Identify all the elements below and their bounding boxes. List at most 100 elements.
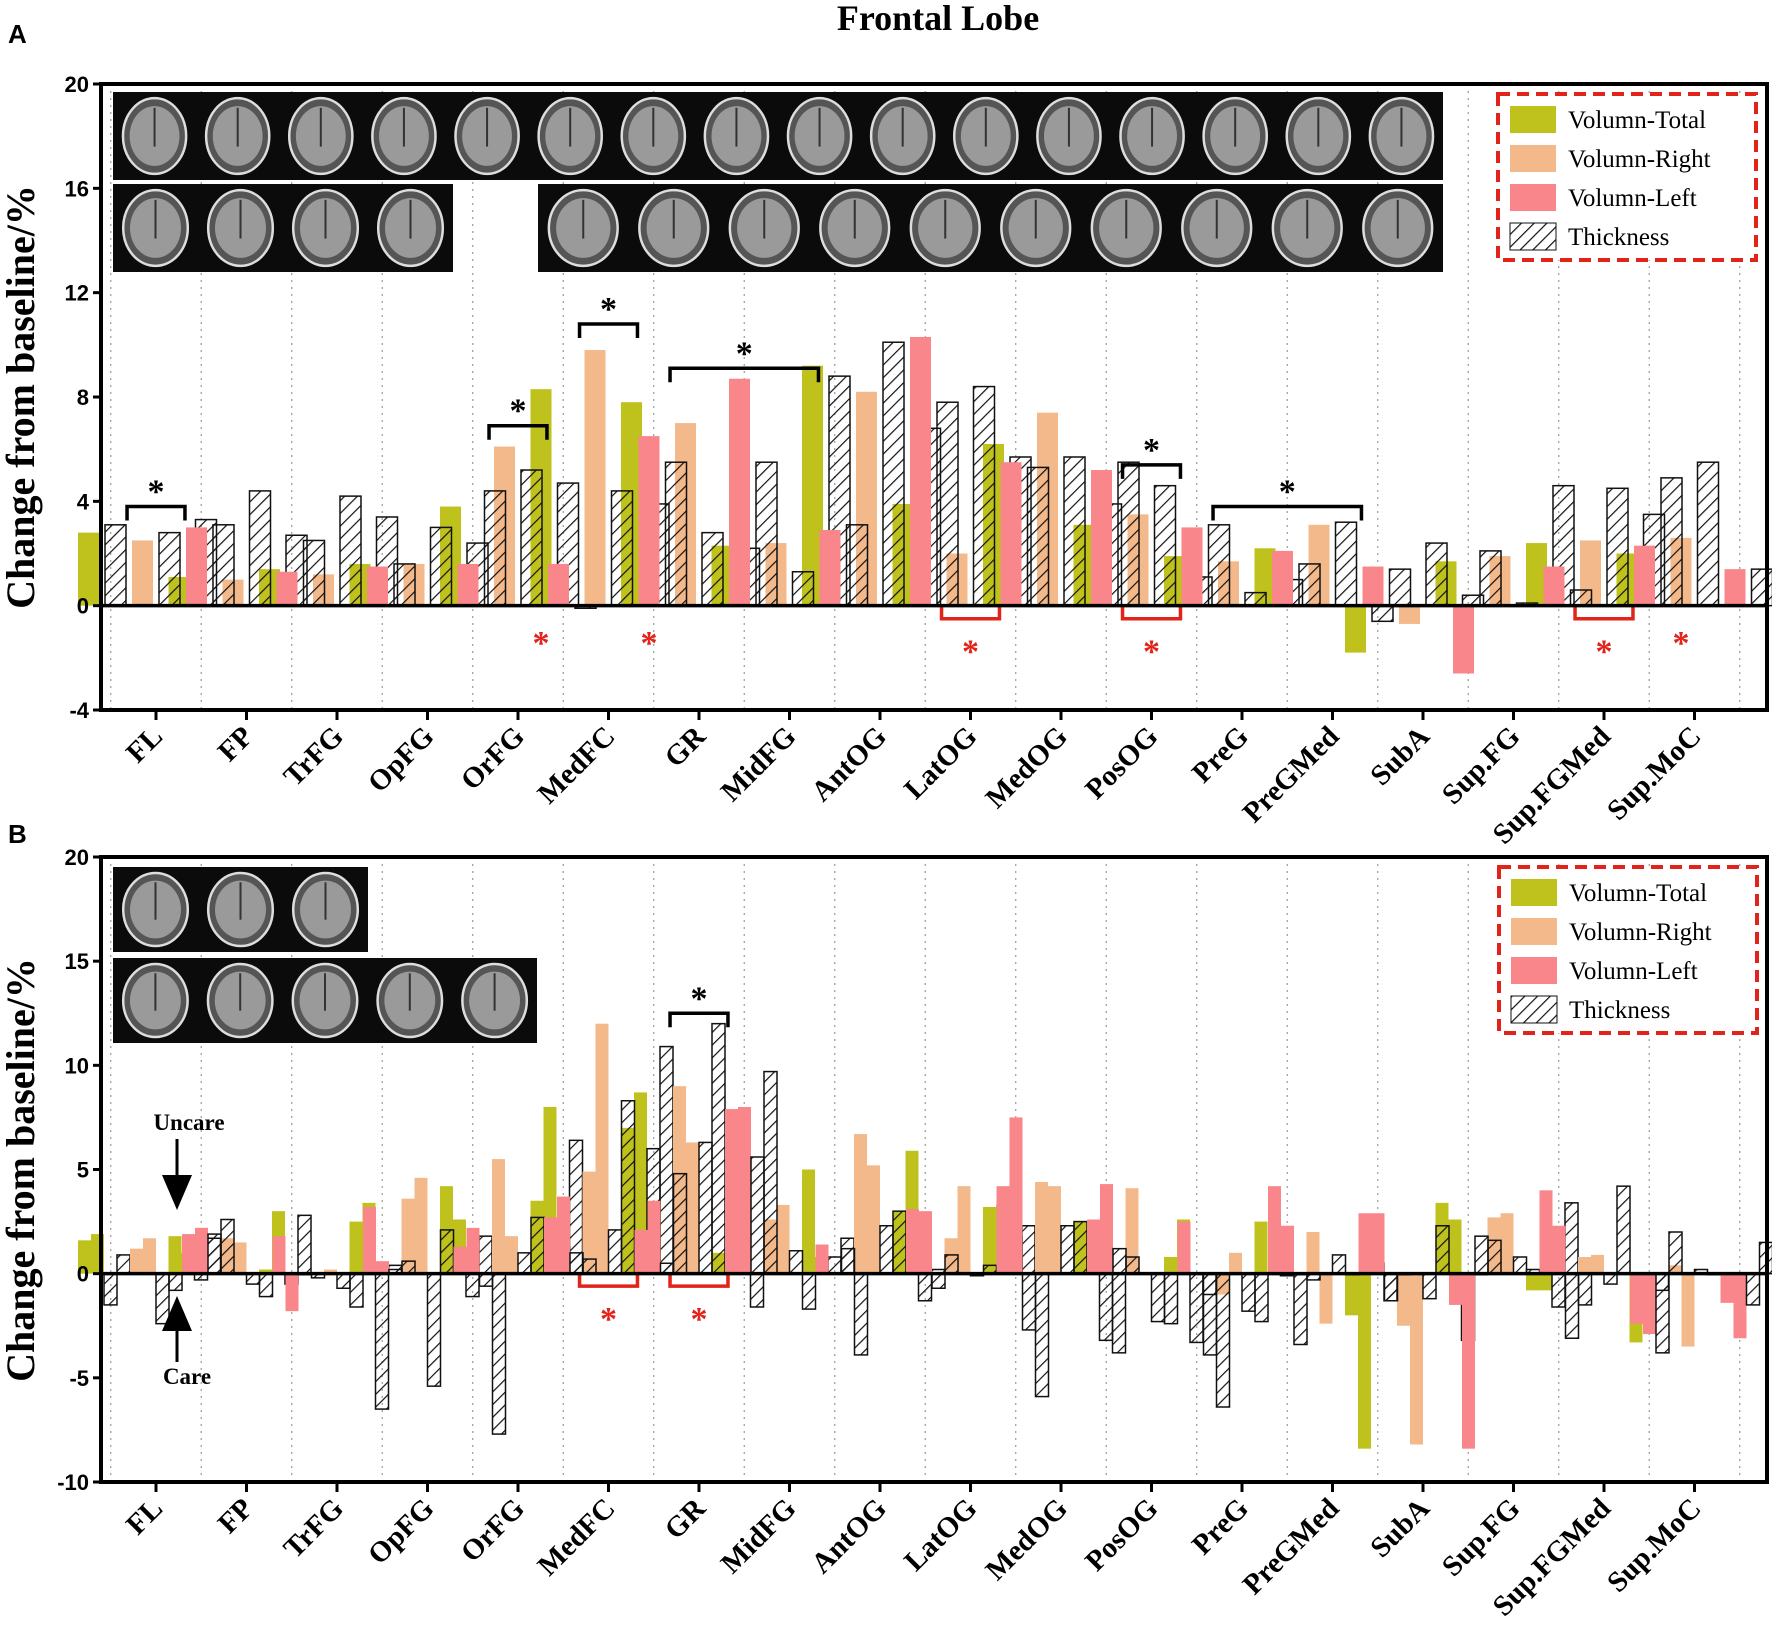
thickness-bar: [1063, 456, 1086, 607]
y-tick-label: 0: [77, 1262, 89, 1287]
significance-bracket: [668, 1011, 730, 1028]
x-tick-label: FP: [212, 720, 260, 768]
volume-bar: [910, 337, 931, 606]
thickness-bar: [155, 1272, 170, 1325]
thickness-bar: [520, 469, 543, 607]
thickness-bar: [1512, 1256, 1528, 1275]
volume-bar: [1453, 605, 1474, 674]
significance-bracket: [1120, 604, 1183, 621]
volume-bar: [548, 563, 569, 606]
thickness-bar: [336, 1272, 351, 1289]
volume-bar: [1125, 1188, 1139, 1274]
significance-star: *: [600, 1301, 617, 1338]
significance-bracket: [1120, 463, 1183, 479]
volume-bar: [182, 1234, 195, 1274]
x-tick-label: MedFC: [532, 1492, 622, 1582]
volume-bar: [1630, 1273, 1643, 1324]
significance-bracket: [1573, 604, 1635, 621]
significance-bracket: [939, 604, 1002, 621]
thickness-bar: [1616, 1185, 1631, 1275]
thickness-bar: [791, 571, 815, 607]
x-tick-label: MedFC: [532, 720, 622, 810]
x-tick-label: GR: [659, 720, 713, 774]
coronal-mri-slice-icon: [291, 188, 360, 268]
volume-bar: [686, 1142, 699, 1274]
legend-swatch: [1511, 879, 1557, 906]
y-tick-label: 10: [65, 1053, 89, 1078]
y-tick-label: 12: [65, 281, 89, 306]
thickness-bar: [972, 385, 996, 607]
thickness-bar: [207, 1233, 222, 1275]
coronal-mri-slice-icon: [461, 962, 529, 1039]
volume-bar: [78, 1240, 91, 1274]
legend-swatch: [1510, 106, 1556, 133]
thickness-bar: [483, 490, 507, 607]
coronal-mri-slice-icon: [1271, 188, 1343, 268]
panel-a-significance: * * * * * * * * * * * *: [125, 291, 1690, 671]
y-tick-label: 20: [65, 72, 89, 97]
thickness-bar: [104, 524, 127, 607]
thickness-bar: [607, 1229, 623, 1275]
care-label: Care: [163, 1364, 211, 1389]
x-tick-label: FL: [120, 1492, 169, 1541]
volume-bar: [1254, 1221, 1268, 1274]
thickness-bar: [1745, 1272, 1761, 1306]
thickness-bar: [1435, 1225, 1450, 1275]
volume-bar: [584, 350, 606, 606]
x-tick-label: GR: [659, 1492, 713, 1546]
thickness-bar: [393, 563, 416, 607]
volume-bar: [1539, 1190, 1553, 1274]
thickness-bar: [1660, 477, 1683, 607]
coronal-mri-slice-icon: [819, 188, 891, 268]
volume-bar: [259, 1269, 272, 1274]
coronal-mri-slice-icon: [287, 96, 354, 176]
thickness-bar: [1474, 1235, 1489, 1275]
volume-bar: [1272, 550, 1293, 606]
thickness-bar: [582, 1258, 597, 1275]
thickness-bar: [426, 1272, 442, 1387]
legend-label: Volumn-Total: [1569, 880, 1707, 907]
thickness-bar: [212, 524, 235, 607]
coronal-mri-slice-icon: [1090, 188, 1162, 268]
y-tick-label: 16: [65, 176, 89, 201]
panel-b-chart: * * * -10 -5 0 5 10 15 20 FL FP TrFG OpFG OrFG MedFC GR…: [0, 845, 1772, 1623]
thickness-bar: [1425, 542, 1448, 607]
x-tick-label: OpFG: [362, 1492, 440, 1570]
thickness-bar: [845, 524, 869, 607]
volume-bar: [1254, 548, 1276, 606]
thickness-bar: [401, 1260, 416, 1275]
volume-bar: [1306, 1232, 1320, 1274]
thickness-bar: [1021, 1225, 1036, 1275]
volume-bar: [647, 1200, 661, 1274]
thickness-bar: [882, 341, 905, 607]
significance-star: *: [1143, 634, 1160, 671]
thickness-bar: [1241, 1272, 1256, 1312]
significance-bracket: [577, 1272, 640, 1288]
volume-bar: [505, 1236, 518, 1274]
volume-bar: [1543, 566, 1565, 606]
x-tick-label: MedOG: [980, 1492, 1074, 1586]
thickness-bar: [302, 539, 326, 607]
volume-bar: [401, 1198, 415, 1274]
x-tick-label: SubA: [1364, 720, 1436, 792]
volume-bar: [1345, 1273, 1358, 1316]
x-tick-label: AntOG: [805, 1492, 893, 1580]
volume-bar: [1552, 1225, 1566, 1274]
volume-bar: [1733, 1273, 1747, 1339]
volume-bar: [143, 1238, 156, 1274]
legend-swatch: [1510, 995, 1558, 1024]
y-tick-label: 4: [77, 489, 90, 514]
volume-bar: [854, 1134, 867, 1274]
volume-bar: [1681, 1273, 1695, 1347]
thickness-bar: [1655, 1272, 1670, 1354]
volume-bar: [453, 1246, 467, 1274]
thickness-bar: [672, 1172, 688, 1275]
significance-star: *: [600, 291, 617, 328]
significance-star: *: [148, 474, 165, 511]
thickness-bar: [1150, 1272, 1166, 1323]
x-tick-label: PreGMed: [1237, 720, 1346, 829]
thickness-bar: [853, 1272, 869, 1356]
volume-bar: [363, 1207, 376, 1274]
thickness-bar: [339, 495, 362, 607]
volume-bar: [1358, 1273, 1371, 1449]
